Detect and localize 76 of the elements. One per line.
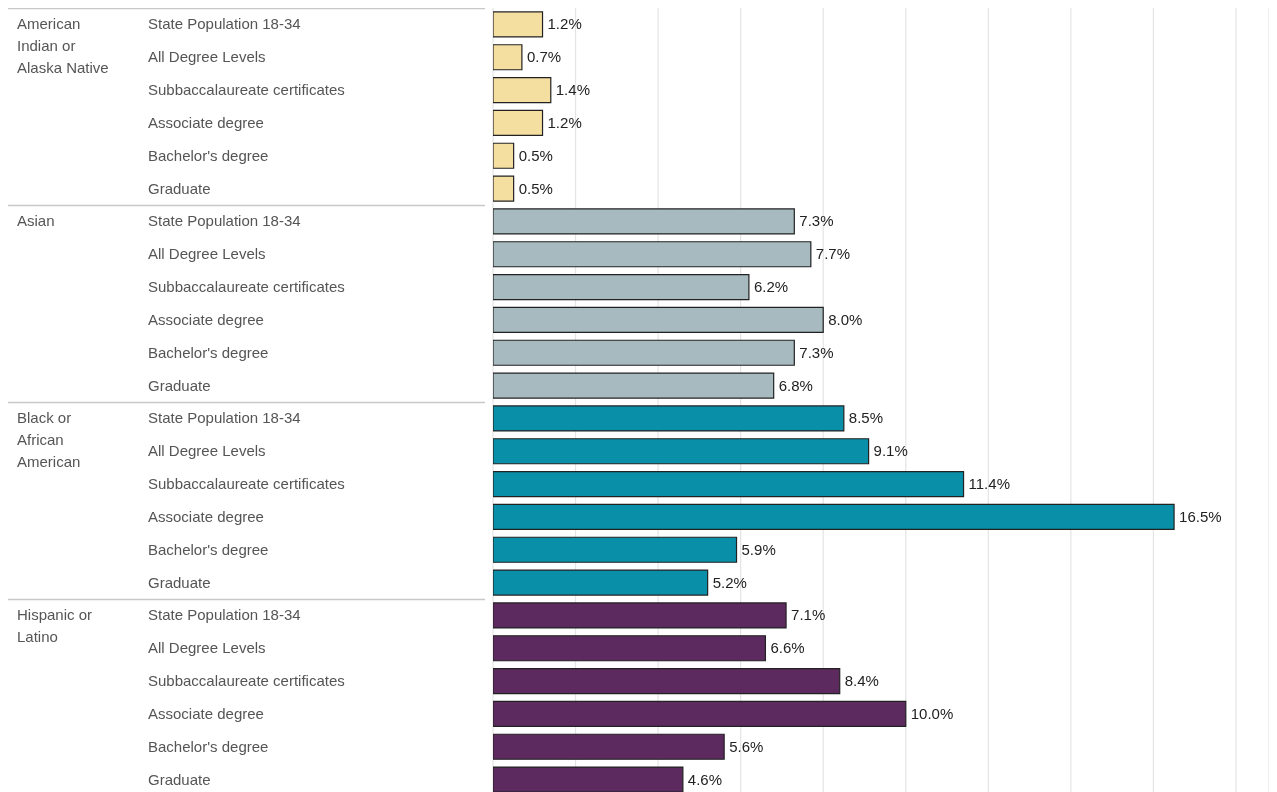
y-tick-label: All Degree Levels <box>148 245 266 263</box>
bar <box>493 109 544 137</box>
y-tick-label: Bachelor's degree <box>148 343 269 361</box>
y-tick-label: Associate degree <box>148 704 264 722</box>
bar <box>493 569 709 596</box>
bar <box>493 11 544 38</box>
bar <box>493 372 775 399</box>
data-label: 9.1% <box>873 442 908 460</box>
data-label: 0.7% <box>526 48 562 66</box>
data-label: 7.1% <box>791 606 826 624</box>
y-tick-label: Graduate <box>148 179 211 197</box>
bar <box>493 306 824 334</box>
bar <box>493 668 841 695</box>
bar <box>493 339 795 366</box>
y-tick-label: Subbaccalaureate certificates <box>148 278 345 296</box>
data-label: 5.6% <box>729 737 764 755</box>
bar <box>493 536 738 563</box>
y-tick-label: Subbaccalaureate certificates <box>148 81 345 99</box>
bar <box>493 142 515 169</box>
data-label: 6.2% <box>753 278 789 296</box>
bar <box>493 241 812 268</box>
data-label: 1.2% <box>547 113 582 131</box>
y-tick-label: Bachelor's degree <box>148 540 269 558</box>
text: American Indian or Alaska Native <box>17 15 109 77</box>
data-label: 7.3% <box>799 343 834 361</box>
data-label: 10.0% <box>910 704 954 722</box>
y-tick-label: Associate degree <box>148 113 264 131</box>
y-tick-label: State Population 18-34 <box>148 212 301 230</box>
data-label: 8.5% <box>848 409 884 427</box>
bar <box>493 733 725 760</box>
bar <box>493 77 552 104</box>
data-label: 1.4% <box>555 81 590 99</box>
data-label: 0.5% <box>518 146 553 164</box>
y-tick-label: All Degree Levels <box>148 639 266 657</box>
data-label: 6.8% <box>778 376 813 394</box>
text: Hispanic or Latino <box>17 606 93 646</box>
bar <box>493 438 870 465</box>
data-label: 5.2% <box>712 573 747 591</box>
bar <box>493 274 750 301</box>
bar <box>493 700 907 728</box>
bar <box>493 208 795 235</box>
y-tick-label: Associate degree <box>148 310 264 328</box>
text: Black or African American <box>17 409 81 471</box>
y-tick-label: All Degree Levels <box>148 48 266 66</box>
y-tick-label: State Population 18-34 <box>148 409 301 427</box>
data-label: 5.9% <box>741 540 776 558</box>
y-tick-label: Subbaccalaureate certificates <box>148 475 345 493</box>
bar <box>493 175 515 202</box>
bar <box>493 44 523 71</box>
bar <box>493 766 684 792</box>
bar <box>493 635 767 662</box>
data-label: 8.0% <box>828 310 863 328</box>
y-tick-label: Bachelor's degree <box>148 737 269 755</box>
data-label: 7.3% <box>799 212 834 230</box>
y-tick-label: Subbaccalaureate certificates <box>148 672 345 690</box>
y-tick-label: Associate degree <box>148 507 264 525</box>
data-label: 0.5% <box>518 179 553 197</box>
y-tick-label: All Degree Levels <box>148 442 266 460</box>
bar <box>493 405 845 432</box>
y-tick-label: Graduate <box>148 376 211 394</box>
data-label: 16.5% <box>1179 507 1222 525</box>
data-label: 4.6% <box>687 770 723 788</box>
y-tick-label: State Population 18-34 <box>148 606 301 624</box>
y-tick-label: Graduate <box>148 573 211 591</box>
data-label: 1.2% <box>547 15 582 33</box>
y-tick-label: State Population 18-34 <box>148 15 301 33</box>
data-label: 11.4% <box>968 475 1010 493</box>
y-tick-label: Bachelor's degree <box>148 146 269 164</box>
text: Asian <box>17 212 55 230</box>
y-tick-label: Graduate <box>148 770 211 788</box>
bar <box>493 471 965 498</box>
data-label: 6.6% <box>770 639 805 657</box>
bar <box>493 602 787 629</box>
data-label: 7.7% <box>815 245 851 263</box>
data-label: 8.4% <box>844 672 879 690</box>
bar <box>493 503 1175 531</box>
